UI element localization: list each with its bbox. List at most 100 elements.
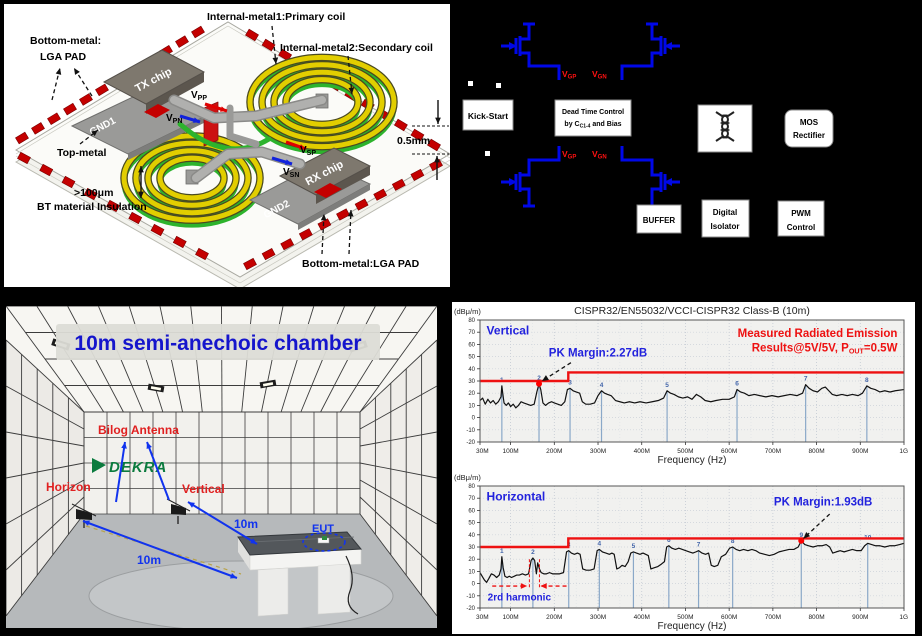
mos-rectifier-label-1: MOS (800, 118, 819, 127)
arrowhead (74, 68, 80, 75)
y-tick-label: 50 (468, 355, 475, 361)
x-tick-label: 1G (899, 614, 908, 621)
package-structure-panel: TX chip GND1 RX chip GND2 Internal-metal… (2, 2, 452, 289)
marker-number: 5 (665, 382, 669, 389)
arrowhead (435, 117, 441, 124)
arrowhead (272, 57, 279, 64)
arrowhead (193, 117, 200, 123)
vgn-top-label: VGN (592, 69, 607, 81)
lga-pad (195, 247, 209, 261)
eut-label: EUT (312, 523, 334, 535)
lga-pad (245, 28, 259, 42)
arrow-line (146, 441, 170, 501)
marker-number: 5 (632, 543, 636, 550)
x-tick-label: 500M (677, 614, 693, 621)
connection-dots (468, 81, 501, 156)
x-tick-label: 900M (852, 448, 868, 455)
lga-pad (63, 102, 77, 116)
eut-highlight-ellipse (302, 532, 346, 552)
x-tick-label: 700M (765, 448, 781, 455)
dead-time-label-2: by CC1-4 and Bias (564, 121, 621, 130)
marker-number: 3 (568, 379, 572, 386)
grid-line (359, 462, 437, 479)
insulation-label-1: >100μm (74, 187, 113, 199)
x-tick-label: 100M (502, 614, 518, 621)
y-tick-label: 40 (468, 533, 475, 539)
vpp-label: VPP (191, 90, 207, 102)
x-tick-label: 300M (590, 614, 606, 621)
arrow-line (73, 67, 93, 97)
marker-number: 7 (804, 376, 808, 383)
dekra-logo: DEKRA (92, 458, 166, 476)
y-tick-label: 50 (468, 521, 475, 527)
coil-ring-yellow (259, 62, 385, 142)
annotation-text: Results@5V/5V, POUT=0.5W (752, 343, 898, 356)
y-tick-label: -10 (466, 594, 475, 600)
y-tick-label: 20 (468, 557, 475, 563)
arrow-line (51, 67, 61, 101)
emission-trace (479, 540, 905, 583)
buffer-label: BUFFER (643, 216, 676, 225)
double-arrow-line (187, 501, 258, 545)
vgn-bottom-label: VGN (592, 149, 607, 161)
x-tick-label: 900M (852, 614, 868, 621)
gate-drive-wires (523, 22, 658, 208)
x-tick-label: 30M (476, 614, 489, 621)
x-tick-label: 400M (634, 448, 650, 455)
x-tick-label: 500M (677, 448, 693, 455)
arrow-line (348, 209, 352, 255)
chart-annotations: Vertical PK Margin:2.27dB Measured Radiate… (487, 324, 898, 382)
emission-trace (479, 383, 905, 409)
marker-number: 1 (500, 548, 504, 555)
lga-pad (410, 128, 425, 142)
lga-pad (79, 93, 93, 106)
lga-pad (95, 83, 109, 97)
lga-pad (17, 151, 31, 165)
lga-pad (391, 178, 406, 191)
digital-isolator-label-2: Isolator (711, 222, 740, 231)
title-band (56, 324, 380, 360)
annotation-text: Vertical (487, 324, 530, 338)
turntable (88, 560, 394, 628)
peak-markers: 1 23 4 5 67 8 (500, 375, 869, 442)
marker-number: 4 (598, 540, 602, 547)
package-3d-figure: TX chip GND1 RX chip GND2 Internal-metal… (15, 11, 450, 287)
y-tick-label: 60 (468, 342, 475, 348)
chart-title: CISPR32/EN55032/VCCI-CISPR32 Class-B (10… (574, 305, 810, 317)
arrowhead (146, 442, 152, 449)
y-tick-label: -20 (466, 440, 475, 446)
arrowhead (83, 520, 90, 526)
y-tick-label: -10 (466, 428, 475, 434)
kick-start-label: Kick-Start (468, 111, 508, 121)
x-tick-label: 1G (899, 448, 908, 455)
lga-pad (243, 257, 257, 271)
distance-10m-lower-label: 10m (137, 553, 161, 567)
lga-pad (175, 35, 189, 48)
arrow-line (79, 129, 99, 145)
arrowhead (348, 87, 355, 94)
dekra-triangle-icon (92, 458, 106, 473)
lga-pad (393, 118, 408, 132)
bottom-metal-left-label-1: Bottom-metal: (30, 35, 101, 47)
dead-time-label-1: Dead Time Control (562, 109, 624, 116)
marker-number: 8 (731, 538, 735, 545)
grid-line (359, 385, 437, 430)
voltage-arrows (179, 102, 307, 166)
grid-line (359, 339, 437, 413)
limit-line (480, 537, 904, 549)
callout-arrows (51, 25, 449, 255)
x-tick-label: 200M (546, 614, 562, 621)
chamber-right-wall (360, 340, 437, 616)
y-tick-label: 70 (468, 330, 475, 336)
lga-pad (410, 168, 425, 181)
lga-pad (427, 138, 441, 152)
lga-pad (15, 131, 29, 145)
x-tick-label: 600M (721, 448, 737, 455)
arrowhead (299, 144, 306, 150)
eut-cable (345, 555, 359, 615)
y-tick-label: 80 (468, 318, 475, 324)
insulation-label-2: BT material Insulation (37, 201, 147, 213)
lga-pad (39, 163, 54, 177)
